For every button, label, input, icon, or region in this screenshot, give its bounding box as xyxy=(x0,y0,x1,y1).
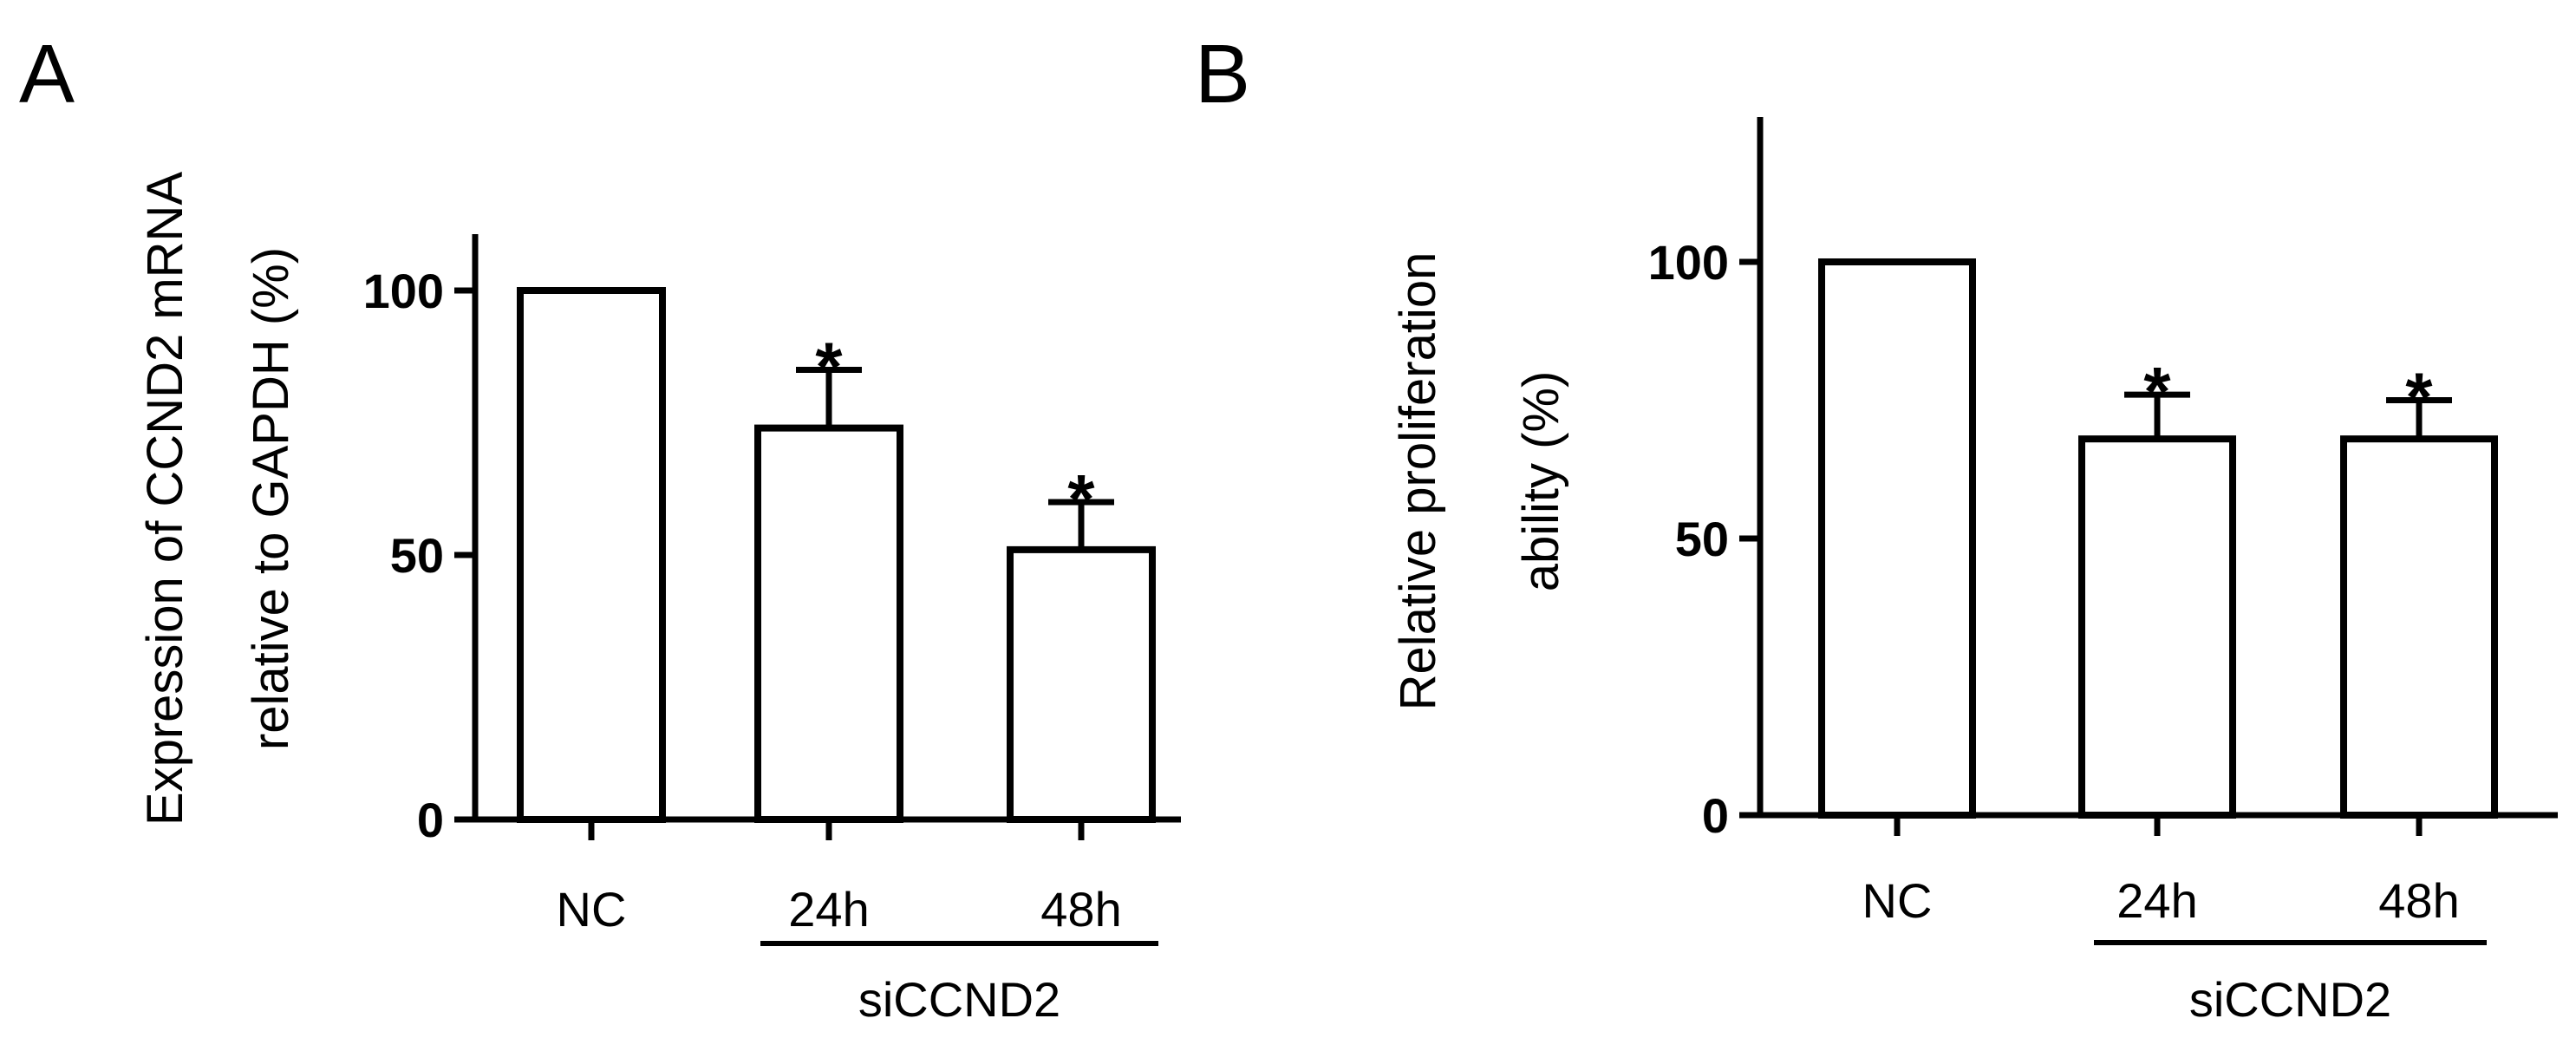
panel-b-x-tick-label-48h: 48h xyxy=(2378,873,2459,928)
panel-a-y-tick-label: 0 xyxy=(417,793,444,847)
panel-a-chart: A Expression of CCND2 mRNA relative to G… xyxy=(19,28,1181,1027)
panel-b-ylabel-line2: ability (%) xyxy=(1513,371,1569,592)
panel-b-x-tick-label-24h: 24h xyxy=(2116,873,2197,928)
panel-b-y-tick-label: 50 xyxy=(1675,512,1729,566)
panel-a-significance-24h: * xyxy=(815,329,843,406)
panel-a-x-tick-label-48h: 48h xyxy=(1040,882,1121,937)
panel-a-bar-24h xyxy=(754,424,903,823)
panel-b-group-label: siCCND2 xyxy=(2189,972,2391,1027)
panel-a-letter: A xyxy=(19,28,75,121)
panel-b-significance-24h: * xyxy=(2143,353,2171,430)
panel-b-letter: B xyxy=(1195,28,1250,121)
panel-a-group-label: siCCND2 xyxy=(858,972,1060,1027)
panel-b-bar-24h xyxy=(2078,435,2236,819)
panel-a-bar-48h xyxy=(1007,545,1156,824)
panel-b-chart: B Relative proliferation ability (%) 0 50… xyxy=(1195,28,2558,1027)
panel-a-ylabel-line2: relative to GAPDH (%) xyxy=(243,247,299,750)
panel-a-ylabel-line1: Expression of CCND2 mRNA xyxy=(137,172,193,826)
panel-b-ylabel-line1: Relative proliferation xyxy=(1390,252,1446,711)
panel-b-bar-NC xyxy=(1818,258,1976,819)
panel-b-y-tick-label: 0 xyxy=(1702,788,1729,843)
panel-a-x-tick-label-24h: 24h xyxy=(788,882,869,937)
panel-b-bar-48h xyxy=(2340,435,2498,819)
panel-a-y-tick-label: 50 xyxy=(390,528,444,583)
panel-b-significance-48h: * xyxy=(2405,359,2433,436)
panel-b-y-tick-label: 100 xyxy=(1648,235,1729,290)
panel-a-significance-48h: * xyxy=(1067,460,1095,538)
panel-a-plot: 0 50 100 NC 24h * 48h * siCCND2 xyxy=(363,234,1181,1027)
panel-b-x-tick-label-NC: NC xyxy=(1862,873,1933,928)
panel-a-x-tick-label-NC: NC xyxy=(557,882,627,937)
panel-a-y-tick-label: 100 xyxy=(363,264,444,318)
panel-b-plot: 0 50 100 NC 24h * 48h * siCCND2 xyxy=(1648,117,2558,1027)
panel-a-bar-NC xyxy=(517,287,666,823)
